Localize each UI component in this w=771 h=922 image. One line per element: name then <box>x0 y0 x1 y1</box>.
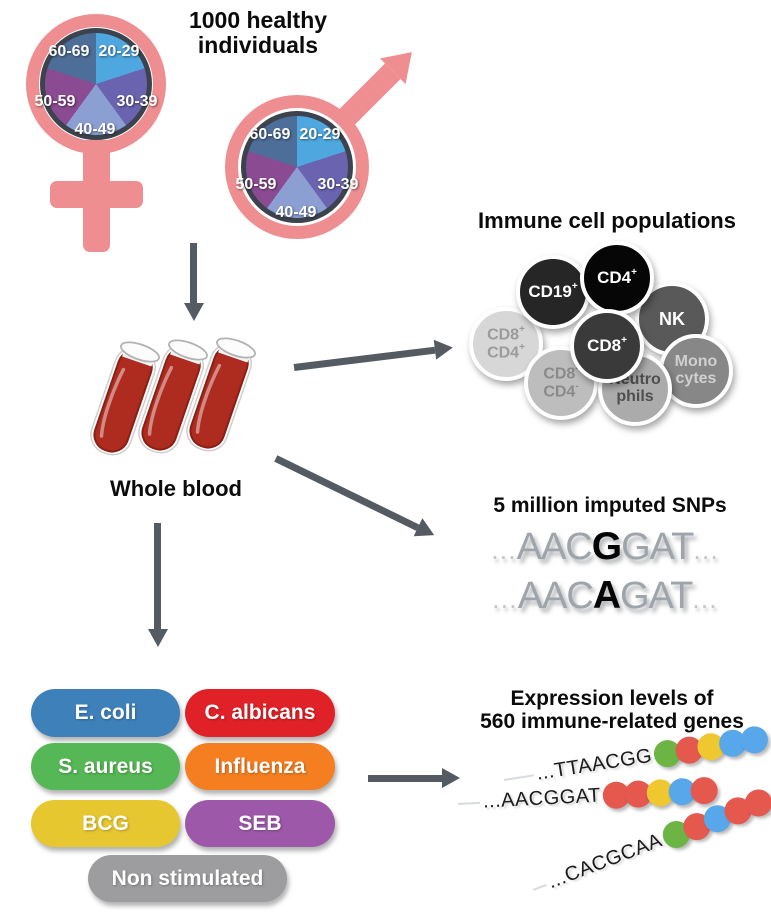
stimulus-pill-saureus: S. aureus <box>31 743 180 790</box>
whole-blood-label: Whole blood <box>110 476 242 501</box>
age-label-30-39: 30-39 <box>317 176 359 193</box>
snp-sequence-row: ...AACGGAT... <box>491 525 719 568</box>
blood-tube-icon <box>138 339 208 454</box>
age-label-30-39: 30-39 <box>116 93 158 110</box>
dna-strand-line <box>532 883 547 891</box>
snp-sequences: ...AACGGAT... ...AACAGAT... <box>445 526 765 624</box>
immune-cell-cd8: CD8+ <box>570 309 644 383</box>
arrow-individuals-to-blood-icon <box>184 243 204 321</box>
expression-title: Expression levels of 560 immune-related … <box>480 687 744 733</box>
age-label-40-49: 40-49 <box>74 121 116 138</box>
blood-tube-icon <box>90 341 160 456</box>
age-label-20-29: 20-29 <box>299 126 341 143</box>
age-label-50-59: 50-59 <box>34 93 76 110</box>
snp-sequence-row: ...AACAGAT... <box>492 574 718 617</box>
snp-allele-g: G <box>591 525 622 568</box>
stimulus-pill-nonstimulated: Non stimulated <box>88 855 287 902</box>
stimulus-pill-calbicans: C. albicans <box>185 689 335 737</box>
stimulus-pill-seb: SEB <box>185 800 335 847</box>
stimulus-pill-bcg: BCG <box>31 800 180 847</box>
stimulus-pill-influenza: Influenza <box>185 743 335 790</box>
gene-sequence: ...TTAACGG <box>534 744 654 785</box>
snp-allele-a: A <box>592 574 621 617</box>
male-symbol-ring: 60-69 20-29 50-59 30-39 40-49 <box>225 95 369 239</box>
stimulus-pill-ecoli: E. coli <box>31 689 180 737</box>
gene-dot <box>689 776 719 805</box>
gene-sequence-row: ...AACGGAT <box>457 776 719 817</box>
age-label-50-59: 50-59 <box>235 176 277 193</box>
immune-cell-cd19: CD19+ <box>516 255 590 329</box>
age-pie-chart <box>40 28 152 140</box>
blood-tubes-icon <box>90 337 256 456</box>
arrow-blood-to-stimuli-icon <box>148 523 168 647</box>
age-label-60-69: 60-69 <box>249 126 291 143</box>
age-pie-male: 60-69 20-29 50-59 30-39 40-49 <box>236 110 358 224</box>
arrow-stimuli-to-expression-icon <box>368 768 460 788</box>
blood-tube-icon <box>186 337 256 452</box>
gene-sequence: ...AACGGAT <box>482 784 602 813</box>
age-pie-female: 60-69 20-29 50-59 30-39 40-49 <box>35 27 157 141</box>
immune-cells-title: Immune cell populations <box>478 208 736 233</box>
age-label-40-49: 40-49 <box>275 204 317 221</box>
age-label-60-69: 60-69 <box>48 43 90 60</box>
immune-cell-cd4: CD4+ <box>580 241 654 315</box>
female-symbol-crossbar <box>50 181 143 208</box>
female-symbol-ring: 60-69 20-29 50-59 30-39 40-49 <box>26 14 166 154</box>
arrow-blood-to-cells-icon <box>293 337 455 377</box>
dna-strand-line <box>503 773 534 781</box>
snps-title: 5 million imputed SNPs <box>493 494 727 517</box>
dna-strand-line <box>457 801 481 805</box>
cohort-title: 1000 healthy individuals <box>188 7 328 58</box>
age-label-20-29: 20-29 <box>98 43 140 60</box>
age-pie-chart <box>241 111 353 223</box>
gene-sequence: ...CACGCAA <box>544 829 666 894</box>
